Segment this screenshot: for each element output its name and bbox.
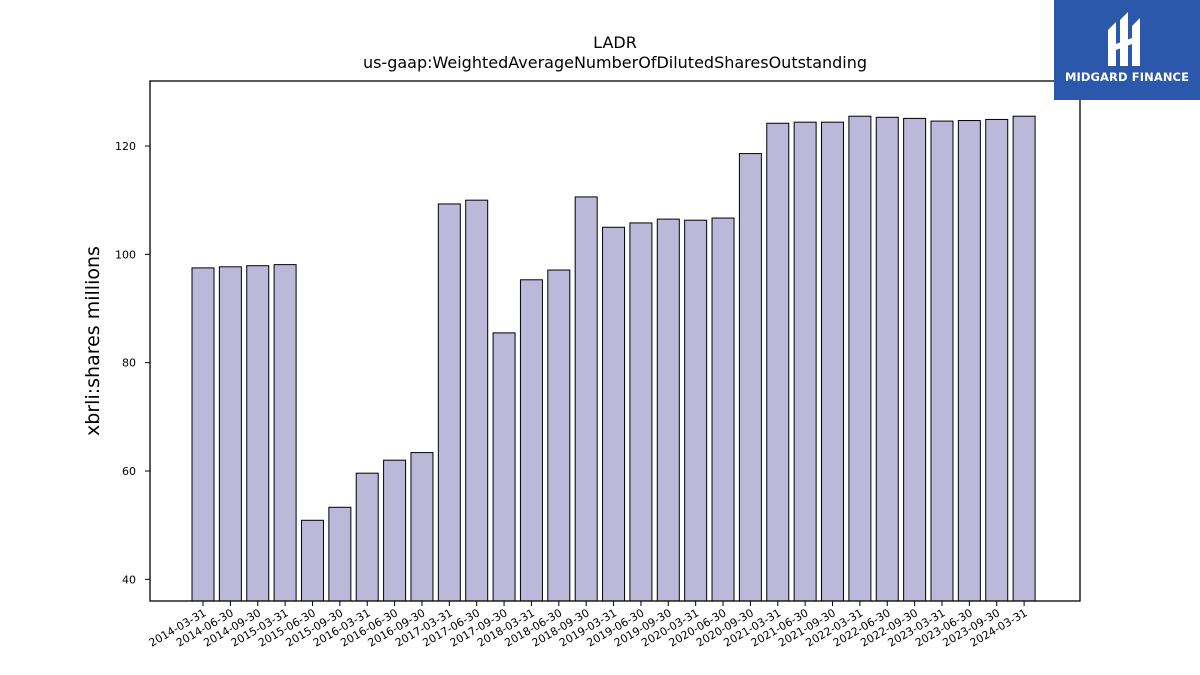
bar-2015-06-30 [300,519,324,602]
bar-2020-03-31 [684,219,708,602]
bar-2019-09-30 [656,218,680,602]
y-tick-label: 40 [122,573,136,586]
bar-2018-06-30 [547,269,571,602]
chart-subtitle: us-gaap:WeightedAverageNumberOfDilutedSh… [363,53,867,72]
bar-2021-09-30 [821,121,845,602]
y-axis-label: xbrli:shares millions [82,246,104,436]
y-axis: 40 60 80 100 120 [115,140,150,586]
bar-2017-06-30 [465,199,489,602]
bar-2023-09-30 [985,118,1009,602]
bar-2021-06-30 [793,121,817,602]
bar-2023-06-30 [957,120,981,602]
brand-logo: MIDGARD FINANCE [1054,0,1200,100]
midgard-logo-icon [1108,12,1140,66]
y-tick-label: 120 [115,140,136,153]
bar-2019-06-30 [629,222,653,602]
bar-2024-03-31 [1012,115,1036,602]
bar-2017-09-30 [492,332,516,602]
chart-title: LADR [593,33,637,52]
brand-name: MIDGARD FINANCE [1064,70,1190,84]
bar-2016-06-30 [383,459,407,602]
bar-2022-06-30 [875,116,899,602]
bar-2014-03-31 [191,267,215,602]
y-tick-label: 60 [122,465,136,478]
bar-2020-06-30 [711,217,735,602]
bar-2021-03-31 [766,122,790,602]
bars-group [191,115,1036,602]
bar-2022-09-30 [903,117,927,602]
bar-2015-09-30 [328,506,352,602]
bar-2017-03-31 [437,203,461,602]
bar-2016-03-31 [355,472,379,602]
bar-2019-03-31 [602,226,626,602]
plot-frame [149,80,1081,602]
bar-2015-03-31 [273,264,297,602]
bar-2018-03-31 [519,279,543,602]
bar-2020-09-30 [738,153,762,602]
bar-2016-09-30 [410,452,434,602]
bar-2014-06-30 [218,266,242,602]
bar-2023-03-31 [930,120,954,602]
y-tick-label: 100 [115,248,136,261]
bar-2018-09-30 [574,196,598,602]
bar-2014-09-30 [246,265,270,602]
x-axis: 2014-03-312014-06-302014-09-302015-03-31… [147,601,1030,650]
y-tick-label: 80 [122,357,136,370]
bar-2022-03-31 [848,115,872,602]
